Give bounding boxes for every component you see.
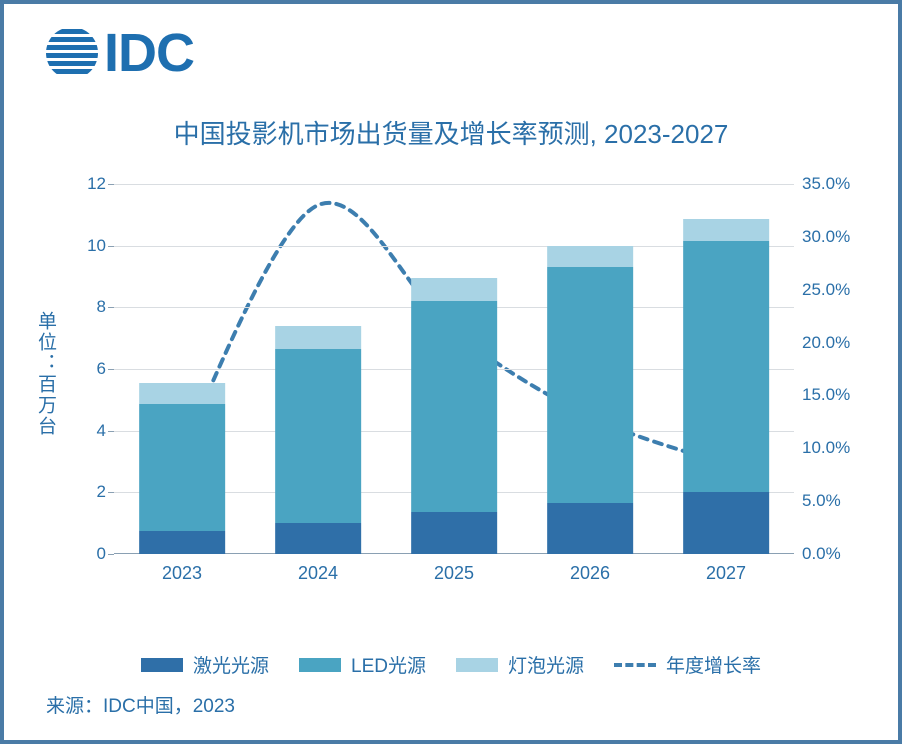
y2-tick-label: 15.0%	[802, 385, 866, 405]
y1-tick-label: 6	[74, 359, 106, 379]
legend-item: LED光源	[299, 651, 426, 678]
y1-tick-label: 10	[74, 236, 106, 256]
legend-label: 灯泡光源	[508, 651, 584, 678]
chart-title: 中国投影机市场出货量及增长率预测, 2023-2027	[4, 114, 898, 151]
y1-tick-label: 12	[74, 174, 106, 194]
legend-label: LED光源	[351, 651, 426, 678]
bar-segment	[275, 523, 361, 554]
y-tick	[108, 431, 114, 432]
legend-label: 激光光源	[193, 651, 269, 678]
x-tick-label: 2025	[434, 563, 474, 584]
bar-segment	[139, 531, 225, 554]
bar-segment	[275, 349, 361, 523]
bar-segment	[411, 301, 497, 512]
legend-label: 年度增长率	[666, 651, 761, 678]
legend-item: 激光光源	[141, 651, 269, 678]
logo-text: IDC	[104, 26, 194, 80]
x-tick-label: 2027	[706, 563, 746, 584]
bar-segment	[683, 219, 769, 241]
y1-tick-label: 0	[74, 544, 106, 564]
bar-segment	[547, 503, 633, 554]
y2-tick-label: 30.0%	[802, 227, 866, 247]
y2-tick-label: 25.0%	[802, 280, 866, 300]
x-tick-label: 2024	[298, 563, 338, 584]
idc-logo: IDC	[46, 26, 194, 80]
globe-icon	[46, 27, 98, 79]
chart-area: 单位：百万台 0246810120.0%5.0%10.0%15.0%20.0%2…	[114, 164, 794, 584]
y-tick	[108, 184, 114, 185]
y-tick	[108, 492, 114, 493]
bar-segment	[547, 267, 633, 503]
legend-swatch	[141, 658, 183, 672]
y2-tick-label: 10.0%	[802, 438, 866, 458]
legend-line-swatch	[614, 663, 656, 667]
y1-axis-title: 单位：百万台	[32, 311, 59, 437]
y-tick	[108, 554, 114, 555]
y2-tick-label: 20.0%	[802, 333, 866, 353]
gridline	[114, 184, 794, 185]
bar-segment	[139, 404, 225, 530]
y-tick	[108, 369, 114, 370]
source-text: 来源：IDC中国，2023	[46, 691, 235, 718]
plot-area: 0246810120.0%5.0%10.0%15.0%20.0%25.0%30.…	[114, 184, 794, 554]
legend-swatch	[456, 658, 498, 672]
y-tick	[108, 246, 114, 247]
y2-tick-label: 5.0%	[802, 491, 866, 511]
y2-tick-label: 35.0%	[802, 174, 866, 194]
chart-frame: IDC 中国投影机市场出货量及增长率预测, 2023-2027 单位：百万台 0…	[0, 0, 902, 744]
bar-segment	[411, 278, 497, 301]
x-tick-label: 2023	[162, 563, 202, 584]
legend-item: 年度增长率	[614, 651, 761, 678]
bar-segment	[275, 326, 361, 349]
legend-item: 灯泡光源	[456, 651, 584, 678]
legend-swatch	[299, 658, 341, 672]
bar-segment	[547, 246, 633, 268]
y-tick	[108, 307, 114, 308]
y1-tick-label: 8	[74, 297, 106, 317]
y1-tick-label: 4	[74, 421, 106, 441]
bar-segment	[683, 492, 769, 554]
y2-tick-label: 0.0%	[802, 544, 866, 564]
x-tick-label: 2026	[570, 563, 610, 584]
bar-segment	[139, 383, 225, 405]
bar-segment	[683, 241, 769, 492]
y1-tick-label: 2	[74, 482, 106, 502]
bar-segment	[411, 512, 497, 554]
legend: 激光光源 LED光源 灯泡光源 年度增长率	[4, 651, 898, 678]
